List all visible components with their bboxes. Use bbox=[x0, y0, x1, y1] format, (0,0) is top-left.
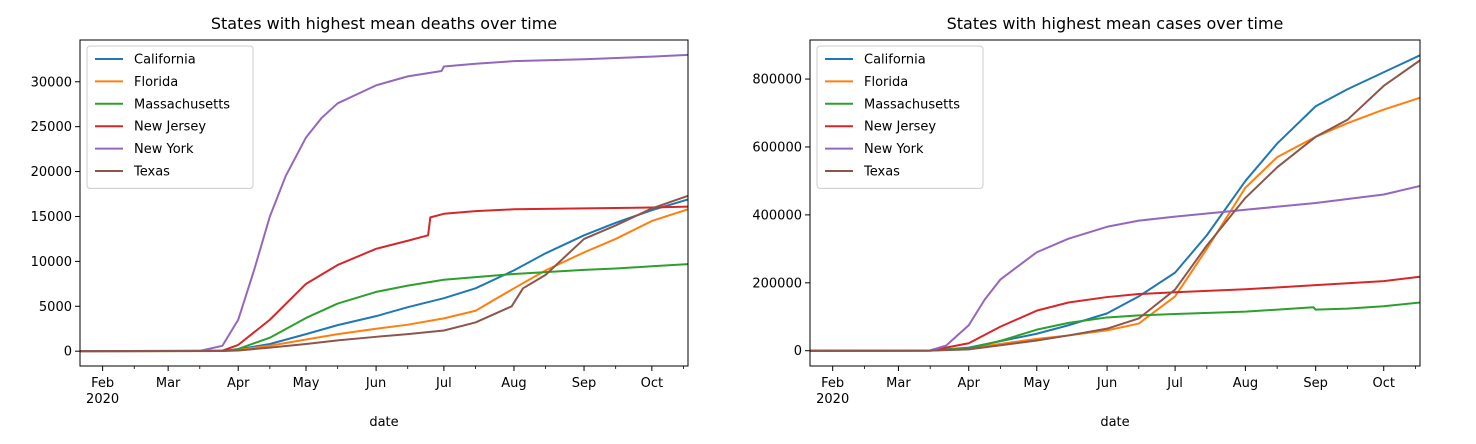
cases-series-line-florida bbox=[810, 96, 1420, 352]
deaths-chart-title: States with highest mean deaths over tim… bbox=[211, 14, 557, 33]
cases-chart-xlabel: date bbox=[1100, 415, 1129, 430]
cases-chart: States with highest mean cases over time… bbox=[752, 14, 1421, 430]
cases-series-line-massachusetts bbox=[810, 301, 1420, 352]
cases-series-line-new-jersey bbox=[810, 275, 1420, 352]
cases-legend-label: Florida bbox=[864, 75, 908, 90]
deaths-legend-label: Massachusetts bbox=[134, 97, 230, 112]
deaths-plot-frame bbox=[79, 39, 689, 367]
deaths-legend-label: New York bbox=[134, 142, 194, 157]
deaths-legend-label: Florida bbox=[134, 75, 178, 90]
deaths-x-tick-label: Feb bbox=[91, 376, 114, 391]
cases-x-tick-label: Jul bbox=[1166, 376, 1183, 391]
cases-x-tick-label: Oct bbox=[1372, 376, 1394, 391]
deaths-y-tick-label: 0 bbox=[64, 345, 72, 360]
deaths-x-tick-label: Jul bbox=[435, 376, 452, 391]
deaths-series-line-texas bbox=[80, 194, 688, 353]
cases-x-tick-label: Feb bbox=[821, 376, 844, 391]
deaths-y-tick-label: 25000 bbox=[31, 120, 72, 135]
cases-series-line-texas bbox=[810, 59, 1420, 352]
deaths-legend bbox=[86, 45, 254, 189]
deaths-chart: States with highest mean deaths over tim… bbox=[31, 14, 689, 430]
deaths-series-line-california bbox=[80, 198, 688, 353]
cases-legend-label: Texas bbox=[863, 165, 900, 180]
deaths-y-tick-label: 10000 bbox=[31, 255, 72, 270]
cases-legend-label: New York bbox=[864, 142, 924, 157]
cases-y-tick-label: 0 bbox=[794, 344, 802, 359]
deaths-x-tick-label: Apr bbox=[227, 376, 250, 391]
cases-x-tick-label: May bbox=[1023, 376, 1050, 391]
deaths-series-line-massachusetts bbox=[80, 263, 688, 353]
cases-series-line-new-york bbox=[810, 185, 1420, 352]
cases-y-tick-label: 400000 bbox=[752, 208, 802, 223]
deaths-series-line-new-jersey bbox=[80, 205, 688, 353]
cases-x-tick-label: Sep bbox=[1303, 376, 1328, 391]
deaths-legend-label: New Jersey bbox=[134, 120, 206, 135]
cases-x-tick-label: Mar bbox=[886, 376, 911, 391]
cases-x-tick-label: Aug bbox=[1233, 376, 1258, 391]
deaths-x-tick-label: Mar bbox=[156, 376, 181, 391]
deaths-y-tick-label: 5000 bbox=[39, 300, 72, 315]
cases-plot-frame bbox=[809, 39, 1421, 367]
cases-chart-title: States with highest mean cases over time bbox=[947, 14, 1284, 33]
cases-y-tick-label: 200000 bbox=[752, 276, 802, 291]
deaths-x-tick-label: May bbox=[293, 376, 320, 391]
deaths-x-tick-label: Jun bbox=[365, 376, 386, 391]
cases-y-tick-label: 800000 bbox=[752, 73, 802, 88]
cases-legend-label: Massachusetts bbox=[864, 97, 960, 112]
deaths-series-line-florida bbox=[80, 208, 688, 353]
cases-legend-label: California bbox=[864, 53, 926, 68]
deaths-y-tick-label: 15000 bbox=[31, 210, 72, 225]
deaths-x-tick-label: Aug bbox=[501, 376, 526, 391]
deaths-legend-label: Texas bbox=[133, 165, 170, 180]
cases-x-tick-label: Apr bbox=[957, 376, 980, 391]
deaths-y-tick-label: 20000 bbox=[31, 165, 72, 180]
cases-legend-label: New Jersey bbox=[864, 120, 936, 135]
cases-legend bbox=[816, 45, 984, 189]
deaths-legend-label: California bbox=[134, 53, 196, 68]
cases-x-tick-label: Jun bbox=[1096, 376, 1117, 391]
cases-y-tick-label: 600000 bbox=[752, 140, 802, 155]
deaths-x-tick-label: Sep bbox=[572, 376, 597, 391]
deaths-y-tick-label: 30000 bbox=[31, 75, 72, 90]
deaths-chart-xlabel: date bbox=[369, 415, 398, 430]
cases-x-tick-sublabel: 2020 bbox=[816, 392, 849, 407]
deaths-series-line-new-york bbox=[80, 53, 688, 353]
deaths-x-tick-sublabel: 2020 bbox=[86, 392, 119, 407]
deaths-x-tick-label: Oct bbox=[641, 376, 663, 391]
